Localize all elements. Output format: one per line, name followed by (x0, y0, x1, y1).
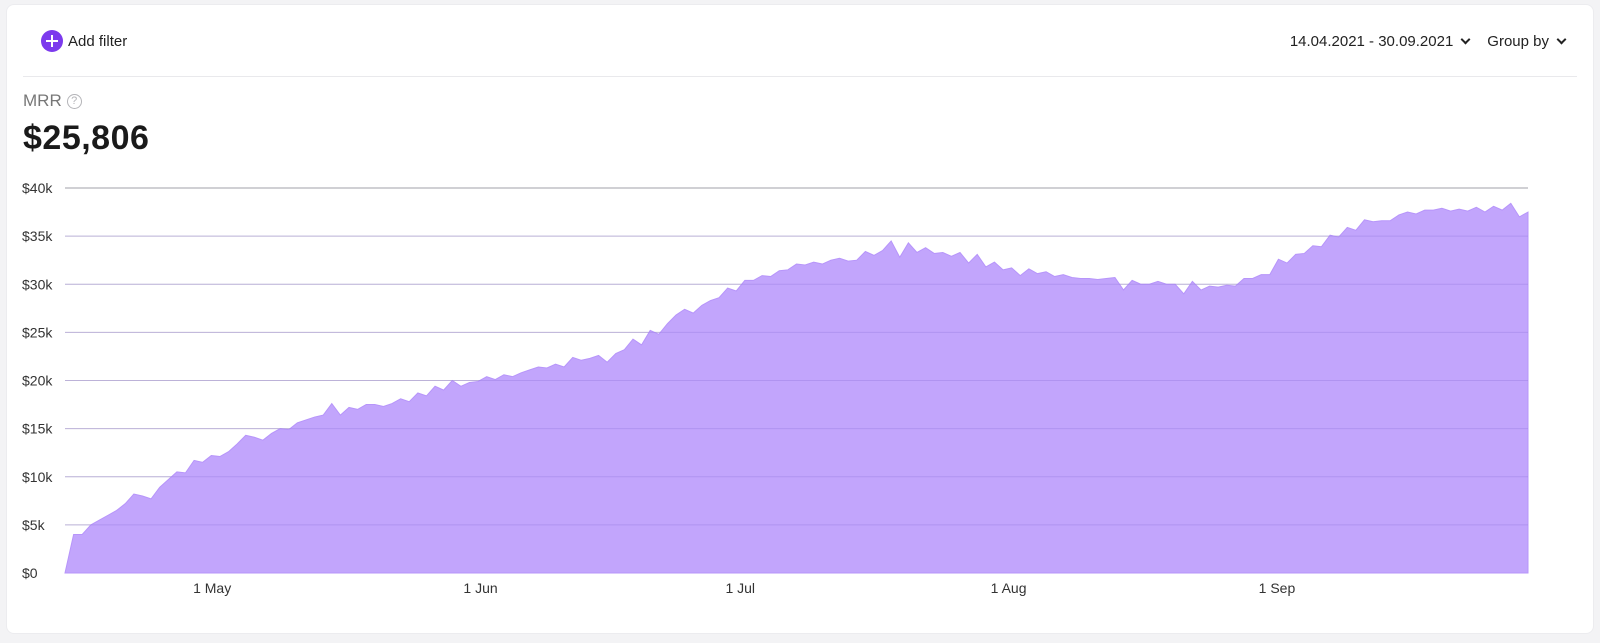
y-tick-label: $5k (22, 517, 46, 533)
x-tick-label: 1 May (193, 580, 231, 596)
series-layer (64, 202, 1529, 574)
add-circle-icon (41, 30, 63, 52)
add-filter-label: Add filter (68, 32, 128, 50)
toolbar: Add filter 14.04.2021 - 30.09.2021 Group… (23, 5, 1577, 77)
date-range-picker[interactable]: 14.04.2021 - 30.09.2021 (1289, 33, 1471, 50)
y-tick-label: $40k (22, 180, 53, 196)
y-axis-ticks: $0 $5k $10k $15k $20k $25k $30k $35k $40k (22, 180, 53, 581)
y-tick-label: $30k (22, 276, 53, 292)
y-tick-label: $35k (22, 228, 53, 244)
group-by-label: Group by (1487, 33, 1549, 50)
add-filter-button[interactable]: Add filter (41, 30, 127, 52)
mrr-area-series (64, 202, 1529, 574)
x-tick-label: 1 Jul (725, 580, 755, 596)
y-tick-label: $10k (22, 469, 53, 485)
y-tick-label: $15k (22, 421, 53, 437)
y-tick-label: $20k (22, 373, 53, 389)
x-tick-label: 1 Aug (991, 580, 1027, 596)
x-axis-ticks: 1 May 1 Jun 1 Jul 1 Aug 1 Sep (193, 580, 1295, 596)
x-tick-label: 1 Sep (1259, 580, 1296, 596)
x-tick-label: 1 Jun (463, 580, 497, 596)
metric-value: $25,806 (23, 119, 150, 157)
metric-title: MRR ? (23, 91, 82, 111)
y-tick-label: $0 (22, 565, 38, 581)
metric-label: MRR (23, 91, 62, 110)
help-icon[interactable]: ? (66, 93, 82, 109)
toolbar-controls: 14.04.2021 - 30.09.2021 Group by (1289, 33, 1567, 50)
y-tick-label: $25k (22, 324, 53, 340)
group-by-dropdown[interactable]: Group by (1487, 33, 1567, 50)
date-range-label: 14.04.2021 - 30.09.2021 (1289, 33, 1454, 50)
